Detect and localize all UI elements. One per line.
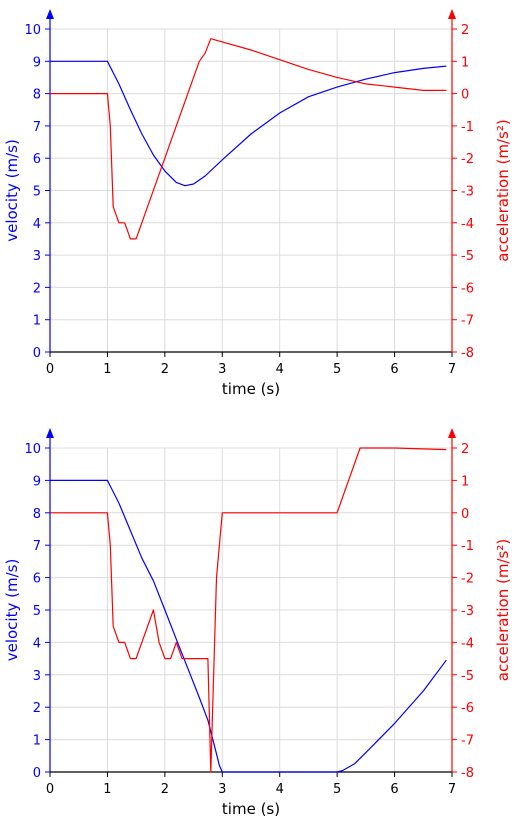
right-y-tick-label: -8 bbox=[461, 346, 474, 361]
left-y-tick-label: 4 bbox=[33, 217, 41, 232]
left-y-tick-label: 2 bbox=[33, 701, 41, 716]
right-y-tick-label: 0 bbox=[461, 507, 469, 522]
left-y-tick-label: 9 bbox=[33, 55, 41, 70]
left-y-tick-label: 9 bbox=[33, 474, 41, 489]
left-y-tick-label: 3 bbox=[33, 249, 41, 264]
left-y-tick-label: 7 bbox=[33, 539, 41, 554]
left-y-tick-label: 3 bbox=[33, 669, 41, 684]
right-y-tick-label: -5 bbox=[461, 669, 474, 684]
right-axis-arrow bbox=[448, 9, 456, 19]
gridlines bbox=[50, 447, 453, 772]
right-y-tick-label: 2 bbox=[461, 442, 469, 457]
left-y-tick-label: 7 bbox=[33, 120, 41, 135]
right-y-tick-label: -8 bbox=[461, 766, 474, 781]
right-y-tick-label: -5 bbox=[461, 249, 474, 264]
right-y-tick-label: 2 bbox=[461, 23, 469, 38]
x-tick-label: 2 bbox=[161, 362, 169, 377]
left-y-tick-label: 4 bbox=[33, 636, 41, 651]
x-tick-label: 4 bbox=[276, 362, 284, 377]
x-tick-label: 7 bbox=[448, 782, 456, 797]
right-axis-title: acceleration (m/s²) bbox=[494, 539, 512, 681]
acceleration-line bbox=[50, 38, 447, 240]
right-y-tick-label: -4 bbox=[461, 636, 474, 651]
left-y-tick-label: 5 bbox=[33, 185, 41, 200]
x-tick-label: 7 bbox=[448, 362, 456, 377]
right-axis-title: acceleration (m/s²) bbox=[494, 119, 512, 261]
left-y-tick-label: 8 bbox=[33, 88, 41, 103]
x-tick-label: 6 bbox=[390, 782, 398, 797]
left-y-tick-label: 6 bbox=[33, 152, 41, 167]
x-tick-label: 5 bbox=[333, 362, 341, 377]
chart-panel-1: 0 1 2 3 4 5 6 7 0 1 2 3 4 5 6 7 8 9 10 -8 -7 -6 -5 -4 -3 -2 -1 0 1 2 t… bbox=[3, 9, 512, 398]
x-axis-title: time (s) bbox=[222, 380, 280, 398]
left-axis-arrow bbox=[46, 428, 54, 438]
right-y-tick-label: -4 bbox=[461, 217, 474, 232]
left-y-tick-label: 6 bbox=[33, 572, 41, 587]
left-y-tick-label: 0 bbox=[33, 766, 41, 781]
x-tick-label: 4 bbox=[276, 782, 284, 797]
x-tick-label: 3 bbox=[218, 782, 226, 797]
x-tick-label: 1 bbox=[103, 782, 111, 797]
chart-panel-2: 0 1 2 3 4 5 6 7 0 1 2 3 4 5 6 7 8 9 10 -8 -7 -6 -5 -4 -3 -2 -1 0 1 2 t… bbox=[3, 428, 512, 818]
right-y-tick-label: 0 bbox=[461, 88, 469, 103]
left-axis-arrow bbox=[46, 9, 54, 19]
left-y-tick-label: 10 bbox=[24, 442, 41, 457]
right-y-tick-label: 1 bbox=[461, 55, 469, 70]
right-y-tick-label: -1 bbox=[461, 539, 474, 554]
right-y-tick-label: -2 bbox=[461, 572, 474, 587]
left-y-tick-label: 0 bbox=[33, 346, 41, 361]
right-y-tick-label: -2 bbox=[461, 152, 474, 167]
right-y-tick-label: -7 bbox=[461, 734, 474, 749]
acceleration-line bbox=[50, 447, 447, 773]
x-tick-label: 1 bbox=[103, 362, 111, 377]
left-y-tick-label: 5 bbox=[33, 604, 41, 619]
right-y-tick-label: -6 bbox=[461, 701, 474, 716]
x-tick-label: 0 bbox=[46, 782, 54, 797]
left-y-tick-label: 2 bbox=[33, 281, 41, 296]
right-y-tick-label: 1 bbox=[461, 474, 469, 489]
velocity-line bbox=[50, 479, 447, 773]
left-axis-title: velocity (m/s) bbox=[3, 139, 21, 242]
right-y-tick-label: -7 bbox=[461, 314, 474, 329]
x-tick-label: 6 bbox=[390, 362, 398, 377]
left-y-tick-label: 8 bbox=[33, 507, 41, 522]
x-tick-label: 5 bbox=[333, 782, 341, 797]
left-y-tick-label: 10 bbox=[24, 23, 41, 38]
right-y-tick-label: -1 bbox=[461, 120, 474, 135]
x-tick-label: 0 bbox=[46, 362, 54, 377]
x-tick-label: 2 bbox=[161, 782, 169, 797]
right-y-tick-label: -6 bbox=[461, 281, 474, 296]
x-tick-label: 3 bbox=[218, 362, 226, 377]
right-axis-arrow bbox=[448, 428, 456, 438]
left-y-tick-label: 1 bbox=[33, 314, 41, 329]
x-axis-title: time (s) bbox=[222, 800, 280, 818]
right-y-tick-label: -3 bbox=[461, 185, 474, 200]
left-y-tick-label: 1 bbox=[33, 734, 41, 749]
velocity-line bbox=[50, 60, 447, 187]
left-axis-title: velocity (m/s) bbox=[3, 559, 21, 662]
right-y-tick-label: -3 bbox=[461, 604, 474, 619]
gridlines bbox=[50, 28, 453, 352]
